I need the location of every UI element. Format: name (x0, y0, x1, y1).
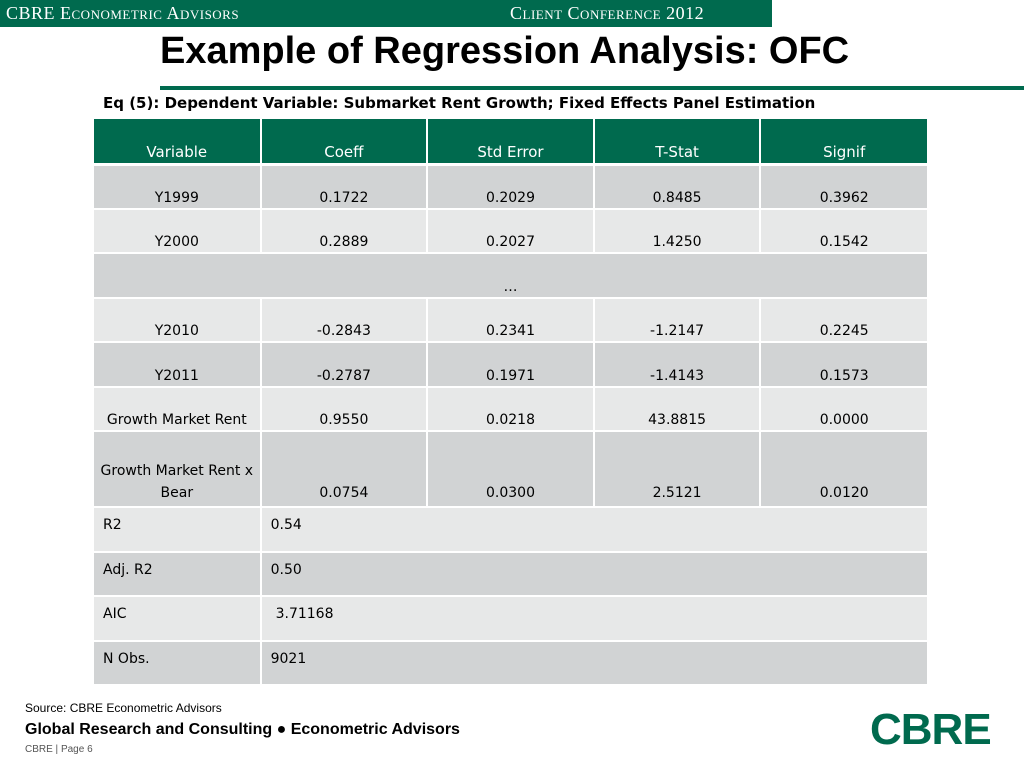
stat-value: 9021 (260, 640, 927, 686)
stat-value: 0.50 (260, 551, 927, 597)
cell-variable: Growth Market Rent (94, 386, 262, 432)
cell-coeff: 0.2889 (260, 208, 429, 254)
column-header-signif: Signif (760, 119, 927, 166)
table-row: Growth Market Rent x Bear 0.0754 0.0300 … (94, 431, 927, 508)
stat-row-r2: R2 0.54 (94, 507, 927, 553)
cell-t-stat: 0.8485 (593, 164, 762, 210)
column-header-t-stat: T-Stat (593, 119, 762, 166)
cell-std-error: 0.0218 (427, 386, 595, 432)
table-row: Y2010 -0.2843 0.2341 -1.2147 0.2245 (94, 297, 927, 343)
cell-signif: 0.2245 (760, 297, 927, 343)
cell-std-error: 0.2027 (427, 208, 595, 254)
cell-std-error: 0.2029 (427, 164, 595, 210)
column-header-coeff: Coeff (260, 119, 429, 166)
stat-label: N Obs. (94, 640, 262, 686)
table-row: Y2011 -0.2787 0.1971 -1.4143 0.1573 (94, 342, 927, 388)
header-left-label: CBRE Econometric Advisors (6, 3, 240, 23)
footer-title: Global Research and Consulting ● Econome… (25, 721, 460, 738)
stat-row-adj-r2: Adj. R2 0.50 (94, 551, 927, 597)
cell-t-stat: -1.2147 (593, 297, 762, 343)
cell-signif: 0.1573 (760, 342, 927, 388)
cell-coeff: 0.1722 (260, 164, 429, 210)
cell-signif: 0.0000 (760, 386, 927, 432)
table-row: Growth Market Rent 0.9550 0.0218 43.8815… (94, 386, 927, 432)
cell-variable: Y2010 (94, 297, 262, 343)
stat-row-n-obs: N Obs. 9021 (94, 640, 927, 686)
slide-title: Example of Regression Analysis: OFC (160, 30, 850, 72)
cell-coeff: 0.9550 (260, 386, 429, 432)
cell-coeff: -0.2843 (260, 297, 429, 343)
stat-label: Adj. R2 (94, 551, 262, 597)
cell-coeff: -0.2787 (260, 342, 429, 388)
cell-t-stat: -1.4143 (593, 342, 762, 388)
cell-variable: Growth Market Rent x Bear (94, 431, 262, 508)
title-divider (160, 86, 1024, 90)
regression-table: Variable Coeff Std Error T-Stat Signif Y… (94, 119, 927, 686)
cbre-logo: CBRE (870, 705, 992, 754)
table-header-row: Variable Coeff Std Error T-Stat Signif (94, 119, 927, 166)
cell-coeff: 0.0754 (260, 431, 429, 508)
source-note: Source: CBRE Econometric Advisors (25, 701, 222, 715)
stat-row-aic: AIC 3.71168 (94, 596, 927, 642)
stat-label: R2 (94, 507, 262, 553)
cell-t-stat: 43.8815 (593, 386, 762, 432)
column-header-variable: Variable (94, 119, 262, 166)
cell-std-error: 0.0300 (427, 431, 595, 508)
cell-variable: Y1999 (94, 164, 262, 210)
table-row-ellipsis: … (94, 253, 927, 299)
cell-t-stat: 2.5121 (593, 431, 762, 508)
header-right-label: Client Conference 2012 (510, 3, 705, 23)
cell-variable: Y2011 (94, 342, 262, 388)
cell-variable: Y2000 (94, 208, 262, 254)
column-header-std-error: Std Error (427, 119, 595, 166)
table-row: Y2000 0.2889 0.2027 1.4250 0.1542 (94, 208, 927, 254)
stat-value: 3.71168 (260, 596, 927, 642)
ellipsis-cell: … (94, 253, 927, 299)
page-number: CBRE | Page 6 (25, 744, 93, 755)
cell-std-error: 0.1971 (427, 342, 595, 388)
table-subtitle: Eq (5): Dependent Variable: Submarket Re… (103, 94, 816, 112)
cell-std-error: 0.2341 (427, 297, 595, 343)
cell-signif: 0.1542 (760, 208, 927, 254)
cell-t-stat: 1.4250 (593, 208, 762, 254)
stat-label: AIC (94, 596, 262, 642)
cell-signif: 0.3962 (760, 164, 927, 210)
header-bar: CBRE Econometric Advisors Client Confere… (0, 0, 772, 27)
cell-signif: 0.0120 (760, 431, 927, 508)
stat-value: 0.54 (260, 507, 927, 553)
table-row: Y1999 0.1722 0.2029 0.8485 0.3962 (94, 164, 927, 210)
